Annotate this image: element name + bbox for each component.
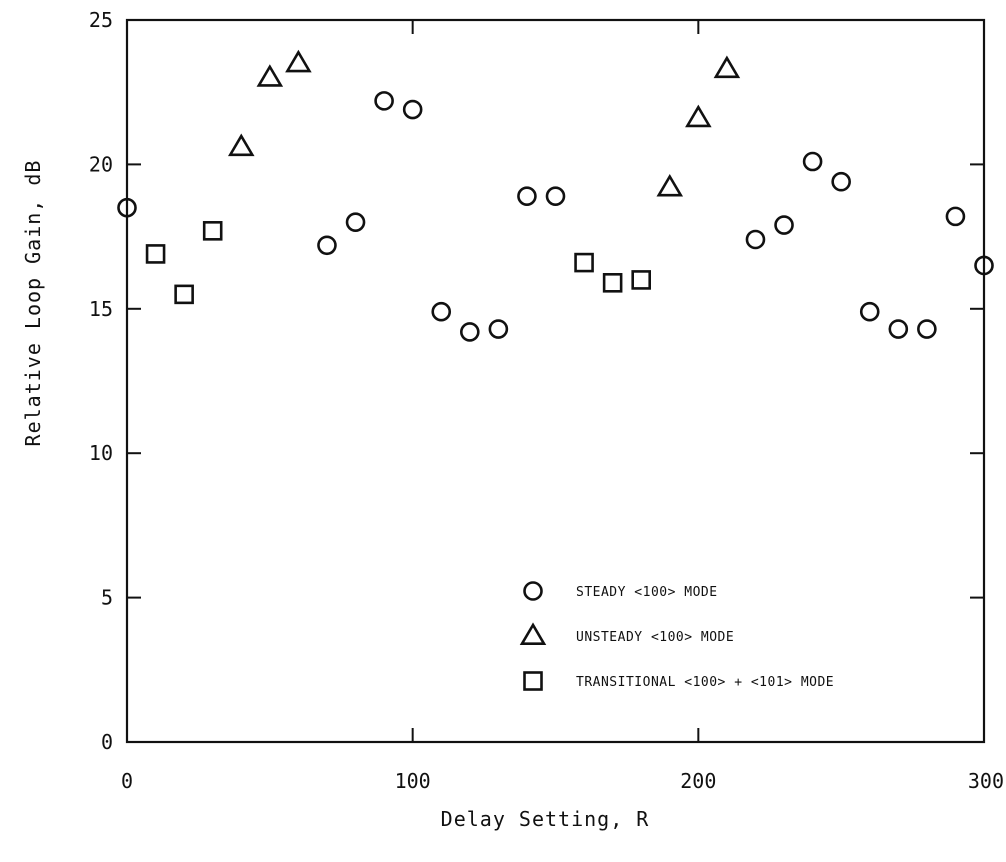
circle-point (888, 319, 909, 339)
triangle-point (656, 173, 684, 197)
circle-point (745, 229, 766, 250)
circle-point (517, 186, 537, 206)
legend-label: STEADY <100> MODE (576, 585, 718, 600)
triangle-point (285, 49, 312, 73)
square-point (202, 221, 223, 241)
circle-point (431, 301, 452, 322)
square-point (145, 244, 166, 264)
circle-point (545, 186, 566, 206)
data-markers (117, 49, 994, 342)
circle-point (774, 215, 794, 235)
y-axis-title: Relative Loop Gain, dB (21, 160, 45, 447)
square-point (174, 284, 194, 305)
axes: 0 5 10 15 20 25 0 100 200 300 (89, 8, 1004, 793)
circle-point (945, 206, 966, 227)
legend-label: TRANSITIONAL <100> + <101> MODE (576, 675, 834, 690)
circle-point (802, 151, 823, 172)
triangle-point (256, 64, 284, 87)
legend-label: UNSTEADY <100> MODE (576, 630, 734, 645)
circle-point (117, 197, 137, 218)
square-point (602, 273, 623, 293)
x-tick-label: 100 (395, 769, 431, 793)
circle-point (317, 235, 337, 256)
circle-point (859, 301, 880, 322)
circle-point (459, 322, 480, 342)
y-tick-label: 10 (89, 441, 113, 465)
circle-point (402, 99, 423, 120)
x-tick-label: 300 (968, 769, 1004, 793)
legend-square-icon (523, 671, 543, 691)
circle-point (974, 255, 994, 276)
circle-point (917, 319, 937, 339)
triangle-point (685, 104, 712, 128)
x-axis-title: Delay Setting, R (441, 807, 650, 831)
y-tick-label: 5 (101, 586, 113, 610)
triangle-point (227, 133, 255, 157)
circle-point (374, 91, 394, 111)
y-tick-label: 20 (89, 152, 113, 176)
square-point (574, 252, 594, 273)
x-tick-label: 200 (680, 769, 716, 793)
x-tick-label: 0 (121, 769, 133, 793)
circle-point (488, 319, 509, 339)
square-point (631, 270, 652, 290)
legend-triangle-icon (519, 622, 547, 646)
y-tick-label: 15 (89, 297, 113, 321)
triangle-point (713, 55, 741, 79)
y-tick-label: 25 (89, 8, 113, 32)
plot-frame (125, 18, 986, 744)
legend-circle-icon (523, 581, 543, 601)
circle-point (831, 171, 851, 192)
circle-point (345, 212, 366, 232)
legend: STEADY <100> MODE UNSTEADY <100> MODE TRAN… (519, 581, 834, 691)
y-tick-label: 0 (101, 730, 113, 754)
